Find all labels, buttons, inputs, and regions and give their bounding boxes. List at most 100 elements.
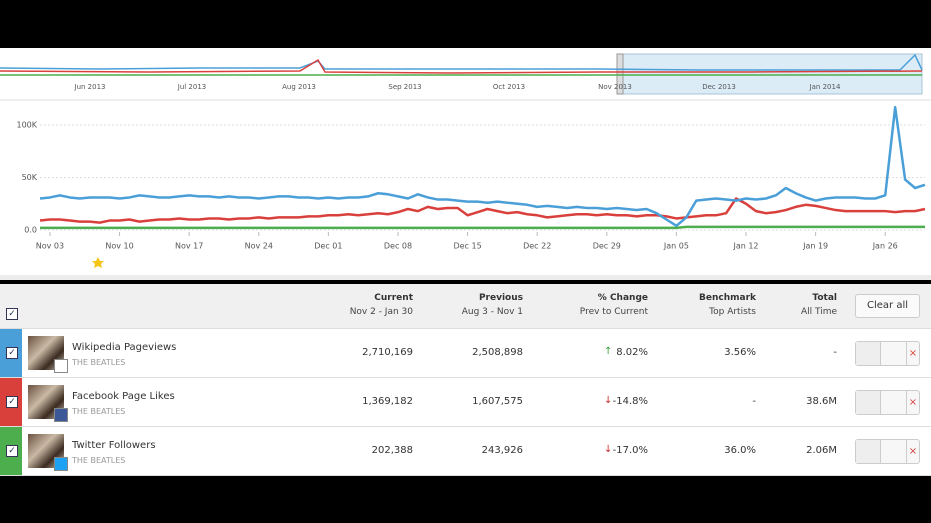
cell-value: 202,388 — [371, 445, 413, 456]
column-title: Current — [374, 293, 413, 303]
x-tick-label: Jan 26 — [872, 242, 898, 251]
change-arrow: ↑ — [604, 346, 613, 357]
artist-name: THE BEATLES — [72, 407, 126, 416]
x-tick-label: Nov 03 — [36, 242, 64, 251]
row-actions[interactable]: × — [855, 390, 920, 415]
cell-value: 8.02% — [616, 347, 648, 358]
x-tick-label: Dec 15 — [453, 242, 481, 251]
artist-name: THE BEATLES — [72, 358, 126, 367]
cell-value: -14.8% — [612, 396, 648, 407]
y-tick-label: 0.0 — [24, 226, 37, 235]
overview-line — [0, 58, 923, 74]
overview-label: Jun 2013 — [74, 83, 106, 91]
cell-value: 36.0% — [724, 445, 756, 456]
overview-label: Jul 2013 — [177, 83, 207, 91]
column-title: Benchmark — [699, 293, 756, 303]
annotation-star[interactable] — [92, 257, 104, 268]
series-line — [40, 225, 925, 230]
x-tick-label: Jan 19 — [802, 242, 828, 251]
x-tick-label: Nov 10 — [105, 242, 133, 251]
remove-button[interactable]: × — [908, 397, 918, 408]
copy-button[interactable] — [881, 342, 907, 365]
column-header: % Change Prev to Current — [580, 293, 648, 317]
column-subtitle: Top Artists — [709, 307, 756, 317]
metric-name: Wikipedia Pageviews — [72, 342, 177, 353]
series-line — [39, 105, 926, 228]
column-title: % Change — [597, 293, 648, 303]
artist-name: THE BEATLES — [72, 456, 126, 465]
row-color: ✓ — [0, 329, 22, 377]
overview-handle[interactable] — [616, 53, 624, 95]
source-badge — [54, 457, 68, 471]
settings-button[interactable] — [856, 391, 881, 414]
gap — [0, 275, 931, 280]
row-color: ✓ — [0, 427, 22, 475]
source-badge — [54, 408, 68, 422]
series-line — [39, 197, 926, 224]
overview-label: Dec 2013 — [702, 83, 736, 91]
select-all[interactable]: ✓ — [6, 308, 18, 320]
x-tick-label: Dec 22 — [523, 242, 551, 251]
cell-value: 3.56% — [724, 347, 756, 358]
metric-name: Facebook Page Likes — [72, 391, 175, 402]
source-badge — [54, 359, 68, 373]
overview-label: Jan 2014 — [809, 83, 841, 91]
x-tick-label: Jan 05 — [663, 242, 689, 251]
cell-value: 38.6M — [806, 396, 837, 407]
table-row: ✓ Facebook Page Likes THE BEATLES 1,369,182… — [0, 378, 931, 427]
row-checkbox[interactable]: ✓ — [6, 347, 18, 359]
column-header: Benchmark Top Artists — [699, 293, 756, 317]
overview-label: Sep 2013 — [388, 83, 421, 91]
settings-button[interactable] — [856, 440, 881, 463]
cell-value: 243,926 — [481, 445, 523, 456]
chart: Jun 2013 Jul 2013 Aug 2013 Sep 2013 Oct 2013… — [0, 48, 931, 280]
column-title: Total — [812, 293, 837, 303]
column-subtitle: Aug 3 - Nov 1 — [461, 307, 523, 317]
y-tick-label: 100K — [16, 121, 37, 130]
column-subtitle: Prev to Current — [579, 307, 648, 317]
row-actions[interactable]: × — [855, 341, 920, 366]
clear-all-button[interactable]: Clear all — [855, 294, 920, 318]
table-row: ✓ Twitter Followers THE BEATLES 202,388 243,… — [0, 427, 931, 476]
x-tick-label: Dec 01 — [314, 242, 342, 251]
cell-value: 2.06M — [806, 445, 837, 456]
row-checkbox[interactable]: ✓ — [6, 445, 18, 457]
table-header: ✓ Current Nov 2 - Jan 30 Previous Aug 3 - N… — [0, 284, 931, 329]
cell-value: 1,607,575 — [472, 396, 523, 407]
cell-value: 2,710,169 — [362, 347, 413, 358]
column-subtitle: Nov 2 - Jan 30 — [349, 307, 413, 317]
copy-button[interactable] — [881, 440, 907, 463]
y-tick-label: 50K — [22, 173, 38, 182]
column-header: Current Nov 2 - Jan 30 — [350, 293, 413, 317]
x-tick-label: Dec 29 — [593, 242, 621, 251]
column-title: Previous — [478, 293, 523, 303]
overview-label: Aug 2013 — [282, 83, 316, 91]
remove-button[interactable]: × — [908, 446, 918, 457]
column-subtitle: All Time — [800, 307, 837, 317]
change-arrow: ↓ — [604, 444, 613, 455]
settings-button[interactable] — [856, 342, 881, 365]
cell-value: - — [752, 396, 756, 407]
table-row: ✓ Wikipedia Pageviews THE BEATLES 2,710,169… — [0, 329, 931, 378]
column-header: Total All Time — [801, 293, 837, 317]
remove-button[interactable]: × — [908, 348, 918, 359]
change-arrow: ↓ — [604, 395, 613, 406]
cell-value: - — [833, 347, 837, 358]
overview-label: Oct 2013 — [493, 83, 525, 91]
row-color: ✓ — [0, 378, 22, 426]
cell-value: 1,369,182 — [362, 396, 413, 407]
overview-line — [0, 53, 923, 71]
metric-name: Twitter Followers — [72, 440, 156, 451]
x-tick-label: Nov 24 — [245, 242, 273, 251]
x-tick-label: Nov 17 — [175, 242, 203, 251]
x-tick-label: Dec 08 — [384, 242, 412, 251]
row-actions[interactable]: × — [855, 439, 920, 464]
row-checkbox[interactable]: ✓ — [6, 396, 18, 408]
cell-value: 2,508,898 — [472, 347, 523, 358]
overview-selection[interactable] — [619, 53, 923, 95]
column-header: Previous Aug 3 - Nov 1 — [462, 293, 523, 317]
copy-button[interactable] — [881, 391, 907, 414]
cell-value: -17.0% — [612, 445, 648, 456]
x-tick-label: Jan 12 — [732, 242, 758, 251]
